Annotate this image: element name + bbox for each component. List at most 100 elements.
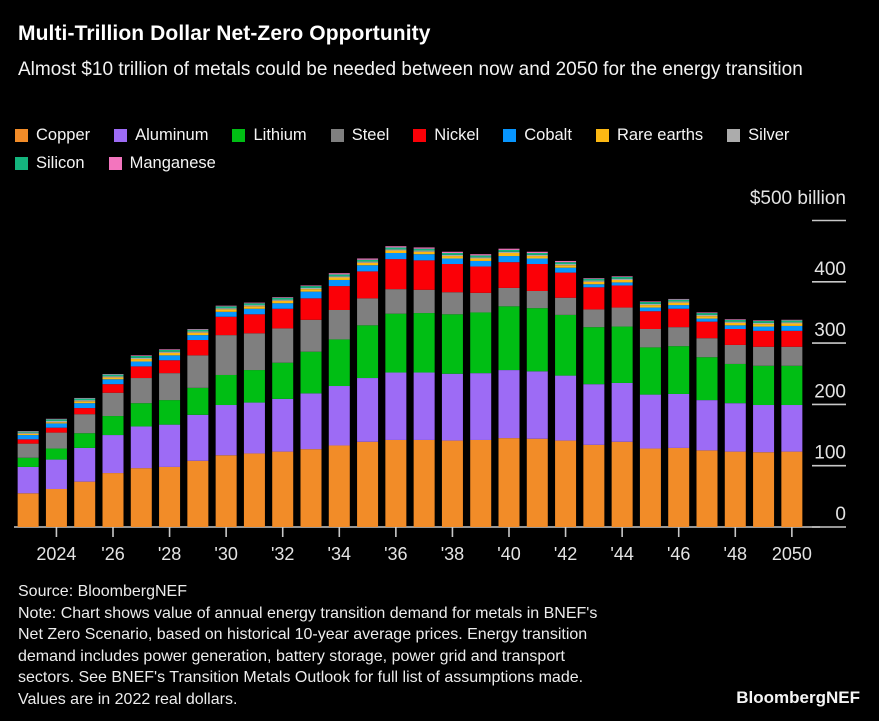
bar-segment-steel (696, 338, 718, 358)
bar-segment-silicon (441, 252, 463, 255)
bar-segment-lithium (555, 314, 577, 376)
bar-segment-silicon (753, 321, 775, 323)
bar-segment-rare-earths (45, 422, 67, 424)
bar-segment-nickel (130, 366, 152, 379)
bar-segment-silver (17, 432, 39, 434)
legend-swatch-icon (727, 129, 741, 142)
legend-item: Copper (15, 126, 90, 145)
page-title: Multi-Trillion Dollar Net-Zero Opportuni… (18, 22, 431, 45)
bar-segment-silicon (526, 252, 548, 255)
bar-segment-copper (583, 444, 605, 527)
bar-segment-lithium (45, 448, 67, 460)
bar-segment-lithium (385, 313, 407, 373)
bar-segment-manganese (470, 254, 492, 256)
bar-segment-silicon (102, 374, 124, 377)
x-axis-tick-label: '34 (328, 544, 351, 564)
legend-label: Rare earths (616, 126, 704, 144)
bar-segment-cobalt (781, 325, 803, 331)
bar-segment-silicon (215, 306, 237, 309)
bar-segment-steel (753, 346, 775, 366)
legend-swatch-icon (503, 129, 517, 142)
bar-segment-silicon (243, 303, 265, 306)
bar-segment-rare-earths (639, 305, 661, 308)
bar-segment-copper (272, 451, 294, 527)
bar-segment-lithium (583, 327, 605, 385)
bar-segment-rare-earths (357, 262, 379, 266)
bar-segment-steel (272, 328, 294, 363)
note-line: Values are in 2022 real dollars. (18, 690, 238, 708)
x-axis-tick-label: '36 (384, 544, 407, 564)
bar-segment-rare-earths (753, 324, 775, 327)
bar-segment-cobalt (243, 308, 265, 315)
bar-segment-silicon (74, 398, 96, 401)
bar-segment-copper (300, 449, 322, 527)
legend-swatch-icon (114, 129, 128, 142)
bar-segment-manganese (781, 319, 803, 321)
bar-segment-aluminum (583, 384, 605, 445)
bar-segment-nickel (385, 259, 407, 290)
bar-segment-manganese (555, 260, 577, 263)
bar-segment-rare-earths (300, 289, 322, 292)
x-axis-tick-label: '46 (667, 544, 690, 564)
legend-label: Lithium (253, 126, 307, 144)
legend-item: Silver (727, 126, 789, 145)
bar-segment-steel (385, 289, 407, 314)
bar-segment-steel (413, 289, 435, 314)
x-axis-tick-label: '26 (101, 544, 124, 564)
bar-segment-nickel (74, 408, 96, 415)
bar-segment-nickel (413, 260, 435, 290)
note-line: demand includes power generation, batter… (18, 647, 565, 665)
bar-segment-silicon (470, 255, 492, 258)
bar-segment-steel (555, 297, 577, 315)
bar-segment-silver (385, 249, 407, 251)
legend-swatch-icon (413, 129, 427, 142)
bar-segment-copper (385, 439, 407, 527)
y-axis-tick-label: 300 (814, 320, 846, 341)
bar-segment-steel (470, 292, 492, 313)
bar-segment-aluminum (272, 398, 294, 452)
bar-segment-lithium (526, 308, 548, 372)
bar-segment-aluminum (130, 426, 152, 469)
bar-segment-copper (357, 441, 379, 527)
bar-segment-silicon (159, 349, 181, 352)
legend-item: Cobalt (503, 126, 572, 145)
bar-segment-rare-earths (526, 256, 548, 259)
bar-segment-cobalt (187, 335, 209, 341)
bar-segment-cobalt (639, 307, 661, 312)
bar-segment-steel (639, 329, 661, 348)
bar-segment-aluminum (328, 386, 350, 446)
bar-segment-nickel (243, 314, 265, 334)
bar-segment-steel (74, 414, 96, 434)
bar-segment-lithium (272, 362, 294, 399)
bar-segment-aluminum (187, 414, 209, 461)
x-axis-tick-label: 2050 (772, 544, 812, 564)
bar-segment-copper (441, 440, 463, 527)
bar-segment-silicon (45, 419, 67, 421)
bar-segment-steel (159, 373, 181, 401)
bar-segment-cobalt (272, 303, 294, 309)
bar-segment-silicon (639, 302, 661, 304)
bar-segment-lithium (243, 370, 265, 403)
bar-segment-silver (781, 322, 803, 324)
bar-segment-cobalt (159, 355, 181, 361)
bar-segment-steel (45, 432, 67, 449)
bar-segment-cobalt (470, 260, 492, 267)
bar-segment-cobalt (17, 435, 39, 440)
bar-segment-cobalt (611, 282, 633, 286)
bar-segment-cobalt (441, 258, 463, 265)
bar-segment-aluminum (781, 405, 803, 452)
bar-segment-silver (272, 299, 294, 301)
bar-segment-manganese (215, 305, 237, 307)
bar-segment-silver (696, 314, 718, 317)
bar-segment-cobalt (74, 403, 96, 409)
note-line: Source: BloombergNEF (18, 583, 187, 600)
legend-label: Aluminum (135, 126, 209, 144)
bar-segment-steel (215, 335, 237, 375)
bar-segment-silver (583, 280, 605, 282)
bar-segment-copper (159, 466, 181, 527)
bar-segment-silver (215, 308, 237, 310)
bar-segment-lithium (187, 387, 209, 415)
bar-segment-lithium (17, 457, 39, 467)
bar-segment-rare-earths (555, 265, 577, 268)
bar-segment-nickel (639, 311, 661, 329)
